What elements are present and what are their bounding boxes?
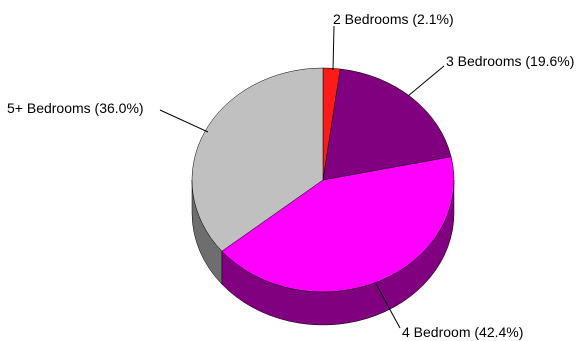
slice-label-3: 4 Bedroom (42.4%) (402, 324, 523, 340)
leader-line-layer (159, 25, 445, 329)
slice-label-1: 2 Bedrooms (2.1%) (333, 11, 454, 27)
leader-line-4 (159, 109, 209, 133)
pie-top-layer (191, 67, 455, 293)
slice-label-2: 3 Bedrooms (19.6%) (446, 53, 574, 69)
slice-label-4: 5+ Bedrooms (36.0%) (7, 100, 144, 116)
leader-line-2 (407, 65, 445, 97)
leader-line-1 (332, 25, 335, 71)
pie-slice-2 (322, 68, 452, 181)
label-layer: 2 Bedrooms (2.1%) 3 Bedrooms (19.6%) 4 Bed… (7, 11, 574, 340)
pie-slice-4 (191, 67, 324, 252)
leader-line-3 (375, 283, 401, 329)
pie-slice-3 (221, 156, 455, 293)
